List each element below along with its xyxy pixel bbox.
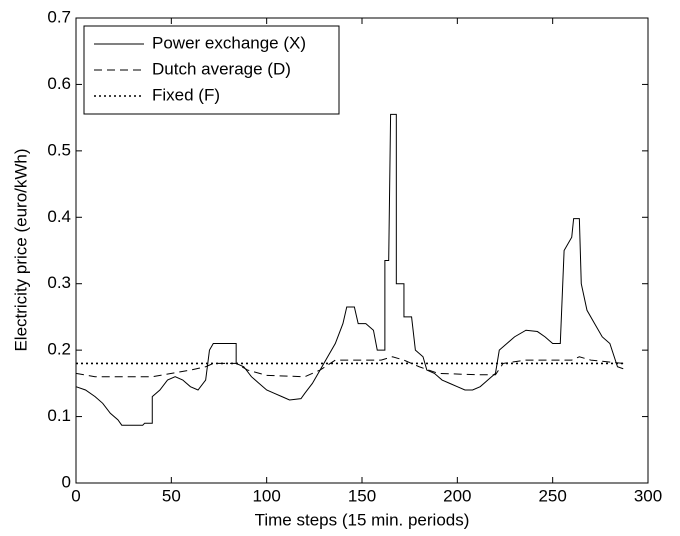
y-tick-label: 0.1 <box>47 406 71 425</box>
y-tick-label: 0.3 <box>47 273 71 292</box>
x-tick-label: 300 <box>634 486 662 505</box>
x-tick-label: 50 <box>162 486 181 505</box>
series-line <box>75 356 624 378</box>
x-tick-label: 150 <box>348 486 376 505</box>
x-tick-label: 0 <box>71 486 80 505</box>
y-tick-label: 0.2 <box>47 340 71 359</box>
y-tick-label: 0.4 <box>47 207 71 226</box>
series-line <box>75 113 624 426</box>
y-tick-label: 0.7 <box>47 7 71 26</box>
legend-label: Fixed (F) <box>152 85 220 104</box>
x-tick-label: 100 <box>252 486 280 505</box>
x-tick-label: 200 <box>443 486 471 505</box>
legend-label: Power exchange (X) <box>152 33 306 52</box>
legend-label: Dutch average (D) <box>152 59 291 78</box>
y-tick-label: 0.5 <box>47 140 71 159</box>
x-tick-label: 250 <box>538 486 566 505</box>
y-tick-label: 0 <box>62 472 71 491</box>
y-axis-label: Electricity price (euro/kWh) <box>11 148 30 351</box>
y-tick-label: 0.6 <box>47 74 71 93</box>
x-axis-label: Time steps (15 min. periods) <box>255 510 470 529</box>
